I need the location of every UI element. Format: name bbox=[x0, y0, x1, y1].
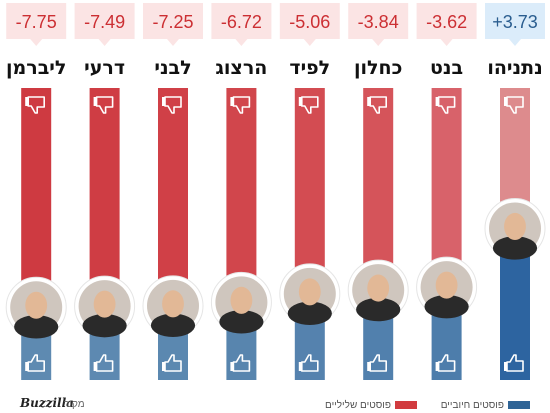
avatar-shoulders bbox=[150, 313, 196, 338]
score-bubble bbox=[6, 3, 67, 39]
score-bubble bbox=[279, 3, 340, 39]
score-bubble bbox=[485, 3, 545, 39]
candidate-name: לבני bbox=[154, 57, 192, 79]
thumbs-down-icon bbox=[93, 96, 114, 114]
thumbs-down-icon bbox=[162, 96, 182, 114]
avatar-face bbox=[25, 291, 48, 319]
thumbs-up-icon bbox=[25, 354, 45, 372]
thumbs-up-icon bbox=[93, 354, 114, 372]
score-bubble-pointer bbox=[440, 39, 453, 46]
bar-negative bbox=[294, 88, 325, 294]
thumbs-up-icon bbox=[435, 354, 456, 372]
score-bubble-pointer bbox=[98, 39, 111, 46]
score-value: +3.73 bbox=[492, 12, 538, 32]
score-bubble-pointer bbox=[372, 39, 385, 46]
score-bubble bbox=[74, 3, 135, 39]
candidate-name: לפיד bbox=[289, 57, 331, 79]
score-bubble-pointer bbox=[167, 39, 179, 46]
avatar-shoulders bbox=[287, 301, 332, 326]
legend-label-positive: פוסטים חיוביים bbox=[440, 400, 504, 411]
avatar-shoulders bbox=[492, 236, 538, 260]
bar-negative bbox=[226, 88, 257, 303]
thumbs-up-icon bbox=[504, 354, 524, 372]
avatar-face bbox=[298, 278, 321, 306]
bar-negative bbox=[158, 88, 188, 306]
candidate-name: ליברמן bbox=[5, 57, 67, 79]
score-bubble-pointer bbox=[303, 39, 316, 46]
thumbs-up-icon bbox=[162, 354, 182, 372]
score-value: -7.25 bbox=[152, 12, 193, 32]
thumbs-down-icon bbox=[367, 96, 387, 114]
score-bubble-pointer bbox=[30, 39, 43, 46]
avatar-shoulders bbox=[14, 315, 59, 339]
avatar-face bbox=[367, 274, 390, 302]
thumbs-down-icon bbox=[435, 96, 456, 114]
bar-negative bbox=[21, 88, 52, 308]
legend-swatch-positive bbox=[508, 401, 530, 409]
candidate-name: דרעי bbox=[84, 57, 126, 79]
score-value: -5.06 bbox=[289, 12, 330, 32]
brand-logo: Buzzilla bbox=[20, 396, 74, 410]
avatar-face bbox=[230, 286, 253, 314]
score-bubble-pointer bbox=[235, 39, 248, 46]
score-bubble bbox=[416, 3, 477, 39]
score-value: -3.84 bbox=[358, 12, 399, 32]
avatar-shoulders bbox=[424, 294, 469, 319]
bar-negative bbox=[363, 88, 394, 291]
avatar-face bbox=[435, 271, 458, 299]
thumbs-down-icon bbox=[230, 96, 251, 114]
thumbs-up-icon bbox=[230, 354, 251, 372]
thumbs-down-icon bbox=[298, 96, 319, 114]
thumbs-down-icon bbox=[504, 96, 524, 114]
source-label: מקור bbox=[64, 399, 85, 410]
candidate-name: הרצוג bbox=[215, 57, 268, 79]
avatar-face bbox=[162, 290, 184, 318]
thumbs-up-icon bbox=[298, 354, 319, 372]
legend-swatch-negative bbox=[395, 401, 417, 409]
score-bubble bbox=[211, 3, 272, 39]
candidate-name: בנט bbox=[430, 57, 464, 79]
candidate-name: כחלון bbox=[354, 57, 403, 79]
score-value: -3.62 bbox=[426, 12, 467, 32]
thumbs-up-icon bbox=[367, 354, 387, 372]
legend-label-negative: פוסטים שליליים bbox=[324, 400, 391, 411]
thumbs-down-icon bbox=[25, 96, 45, 114]
score-bubble-pointer bbox=[509, 39, 521, 46]
score-value: -7.75 bbox=[16, 12, 57, 32]
avatar-shoulders bbox=[356, 297, 401, 322]
avatar-shoulders bbox=[219, 310, 264, 334]
score-bubble bbox=[348, 3, 409, 39]
avatar-face bbox=[504, 212, 526, 240]
score-bubble bbox=[143, 3, 203, 39]
score-value: -7.49 bbox=[84, 12, 125, 32]
bar-negative bbox=[89, 88, 120, 307]
candidate-name: נתניהו bbox=[487, 57, 543, 79]
bar-negative bbox=[431, 88, 462, 288]
avatar-shoulders bbox=[82, 313, 127, 338]
avatar-face bbox=[93, 290, 116, 318]
score-value: -6.72 bbox=[221, 12, 262, 32]
